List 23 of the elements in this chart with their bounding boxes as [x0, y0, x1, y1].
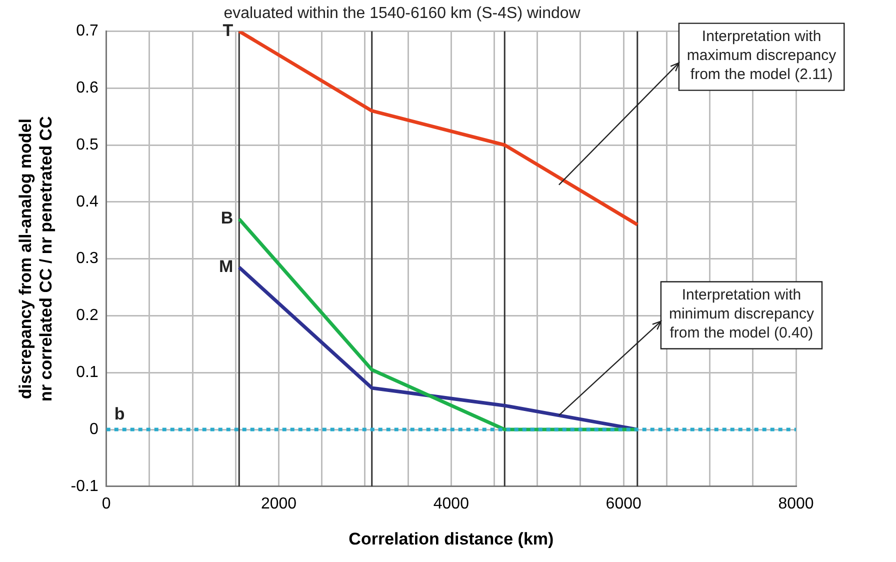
x-tick-label: 0 — [102, 495, 111, 512]
x-tick-label: 4000 — [433, 495, 470, 512]
series-label: M — [218, 257, 234, 276]
annotation: Interpretation with maximum discrepancy from the model (2.11) — [686, 28, 837, 83]
y-axis-title: discrepancy from all-analog model nr correlated CC / nr penetrated CC — [16, 116, 56, 402]
x-tick-label: 6000 — [606, 495, 642, 512]
y-tick-label: 0.2 — [76, 307, 98, 324]
y-tick-label: 0.6 — [76, 80, 98, 97]
y-tick-label: 0 — [89, 420, 98, 438]
y-tick-label: 0.3 — [76, 250, 98, 268]
series-label: T — [222, 20, 234, 40]
series-label: b — [114, 404, 125, 424]
annotation: Interpretation with minimum discrepancy from the model (0.40) — [668, 286, 814, 342]
y-tick-label: 0.4 — [76, 193, 98, 210]
y-tick-label: 0.1 — [76, 364, 98, 382]
y-tick-label: 0.5 — [76, 136, 98, 154]
y-tick-label: -0.1 — [70, 478, 98, 495]
x-tick-label: 2000 — [260, 495, 297, 512]
y-tick-label: 0.7 — [76, 22, 98, 40]
chart-title: evaluated within the 1540-6160 km (S-4S) window — [224, 5, 581, 22]
x-tick-label: 8000 — [778, 495, 814, 512]
x-axis-title: Correlation distance (km) — [348, 529, 554, 548]
series-label: B — [220, 208, 234, 228]
